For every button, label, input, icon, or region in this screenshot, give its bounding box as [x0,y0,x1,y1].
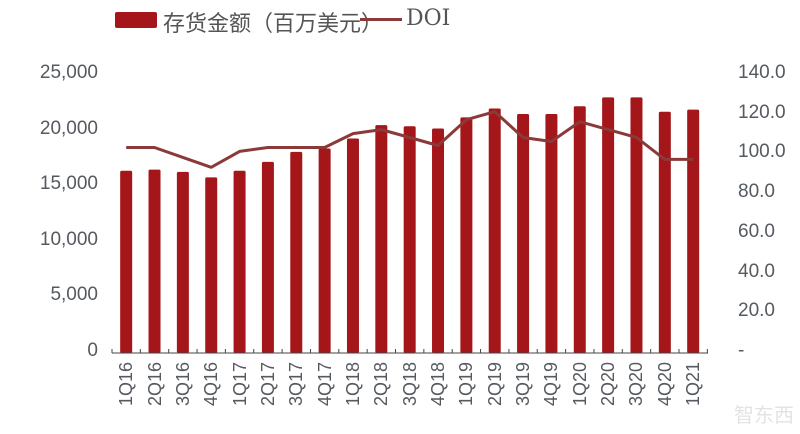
x-tick-label: 1Q20 [569,362,590,407]
bar-4Q18 [432,128,445,353]
x-tick-label: 4Q19 [541,362,562,407]
right-y-tick: 140.0 [738,62,786,83]
bar-2Q17 [261,161,274,353]
bar-2Q16 [148,169,161,353]
right-y-tick: 100.0 [738,141,786,163]
bar-series [120,97,700,354]
x-tick-label: 2Q17 [257,362,278,407]
x-axis-ticks [111,349,708,353]
right-y-tick: - [738,340,745,361]
doi-line [126,110,694,169]
watermark: 智东西 [734,405,794,427]
x-tick-label: 3Q18 [399,362,420,407]
x-tick-label: 2Q18 [371,362,392,407]
right-y-tick: 60.0 [738,220,775,242]
bar-3Q18 [403,126,416,353]
x-tick-label: 3Q17 [286,362,307,407]
x-tick-label: 1Q16 [116,362,137,407]
legend-bar-label: 存货金额（百万美元） [163,12,384,37]
bar-1Q21 [687,109,700,353]
x-tick-label: 1Q18 [342,362,363,407]
x-tick-label: 4Q20 [654,362,675,407]
x-tick-label: 1Q21 [683,362,704,407]
bar-1Q17 [233,170,246,353]
x-tick-label: 3Q19 [513,362,534,407]
x-tick-label: 2Q16 [144,362,165,407]
bar-3Q20 [630,97,643,354]
bar-4Q17 [318,148,331,353]
bar-2Q20 [602,97,615,354]
left-y-tick: 10,000 [39,228,98,250]
bar-1Q19 [460,117,473,353]
right-y-tick: 120.0 [738,101,786,123]
x-tick-label: 3Q16 [172,362,193,407]
x-tick-label: 2Q19 [484,362,505,407]
bar-3Q19 [517,114,530,353]
x-tick-label: 4Q17 [314,362,335,407]
left-y-tick: 5,000 [50,284,98,306]
x-tick-label: 4Q18 [428,362,449,407]
bar-4Q20 [658,111,671,353]
left-y-tick: 20,000 [39,117,98,139]
legend-line-swatch [360,18,402,21]
right-y-tick: 40.0 [738,260,775,282]
right-y-tick: 80.0 [738,181,775,203]
bar-2Q19 [488,108,501,353]
left-y-tick: 15,000 [39,173,98,195]
legend-line-label: DOI [406,6,451,31]
bar-3Q17 [290,151,303,353]
bar-3Q16 [176,171,189,353]
x-tick-label: 4Q16 [201,362,222,407]
bar-1Q18 [346,138,359,353]
bar-2Q18 [375,125,388,353]
bar-4Q16 [205,177,218,353]
bar-4Q19 [545,114,558,353]
x-tick-label: 3Q20 [626,362,647,407]
legend-bar-swatch [115,12,157,28]
x-tick-label: 2Q20 [598,362,619,407]
right-y-tick: 20.0 [738,300,775,322]
left-y-tick: 0 [87,340,98,361]
bar-1Q20 [573,106,586,353]
bar-1Q16 [120,170,133,353]
x-tick-label: 1Q19 [456,362,477,407]
x-tick-label: 1Q17 [229,362,250,407]
legend: 存货金额（百万美元） DOI [0,4,800,37]
left-y-tick: 25,000 [39,62,98,83]
